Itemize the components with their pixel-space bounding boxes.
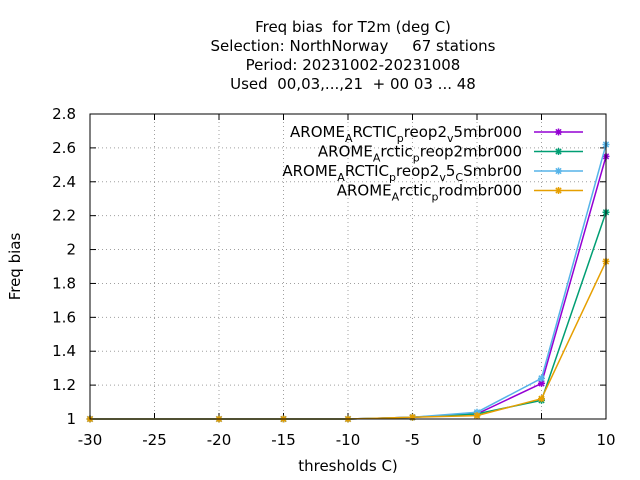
x-tick-label: -25 (142, 431, 167, 449)
x-tick-label: -15 (271, 431, 296, 449)
y-tick-label: 1.4 (52, 342, 76, 360)
legend-marker (555, 187, 562, 194)
data-point (473, 412, 481, 420)
data-point (538, 395, 545, 403)
legend-entry-label: AROMEA​rcticp​rodmbr000 (337, 182, 522, 204)
series-line-3 (90, 261, 607, 420)
series-line-1 (90, 212, 607, 420)
legend-entry-label: AROMEA​rcticp​reop2mbr000 (318, 143, 522, 165)
legend-marker (555, 128, 562, 136)
y-tick-label: 2.6 (52, 139, 76, 157)
grid-lines (90, 114, 606, 419)
y-tick-label: 1.2 (52, 376, 76, 394)
title-line-0: Freq bias for T2m (deg C) (255, 18, 451, 36)
legend-entry-label: AROMEA​RCTICp​reop2v​5mbr000 (290, 123, 522, 145)
y-tick-label: 1.6 (52, 308, 76, 326)
legend-marker (555, 148, 562, 155)
axis-ticks: -30 -25 -20 -15 -10 -5 0 5 10 1 1.2 1.4 1.6 1.8 2 2.2 2.… (52, 105, 615, 449)
x-tick-label: 0 (472, 431, 482, 449)
title-line-2: Period: 20231002-20231008 (246, 56, 461, 74)
y-tick-label: 2.4 (52, 173, 76, 191)
y-tick-label: 2.8 (52, 105, 76, 123)
data-point (538, 374, 545, 382)
y-tick-label: 1.8 (52, 274, 76, 292)
chart-title: Freq bias for T2m (deg C)Selection: Nort… (211, 18, 496, 93)
title-line-3: Used 00,03,...,21 + 00 03 ... 48 (230, 75, 476, 93)
y-tick-label: 2.2 (52, 207, 76, 225)
legend-entry-label: AROMEA​RCTICp​reop2v​5C​Smbr00 (282, 162, 522, 184)
x-tick-label: 5 (537, 431, 547, 449)
plot-frame (89, 113, 607, 420)
data-point (409, 413, 416, 421)
x-tick-label: -20 (207, 431, 232, 449)
data-point (538, 379, 545, 387)
legend-marker (555, 167, 562, 175)
title-line-1: Selection: NorthNorway 67 stations (211, 37, 496, 55)
x-tick-label: -30 (78, 431, 103, 449)
y-tick-label: 1 (66, 410, 76, 428)
x-axis-label: thresholds C) (298, 457, 398, 475)
y-axis-label: Freq bias (6, 233, 24, 301)
legend: AROMEA​RCTICp​reop2v​5mbr000AROMEA​rctic… (282, 123, 583, 204)
x-tick-label: -10 (336, 431, 361, 449)
x-tick-label: 10 (596, 431, 615, 449)
x-tick-label: -5 (405, 431, 420, 449)
y-tick-label: 2 (66, 241, 76, 259)
